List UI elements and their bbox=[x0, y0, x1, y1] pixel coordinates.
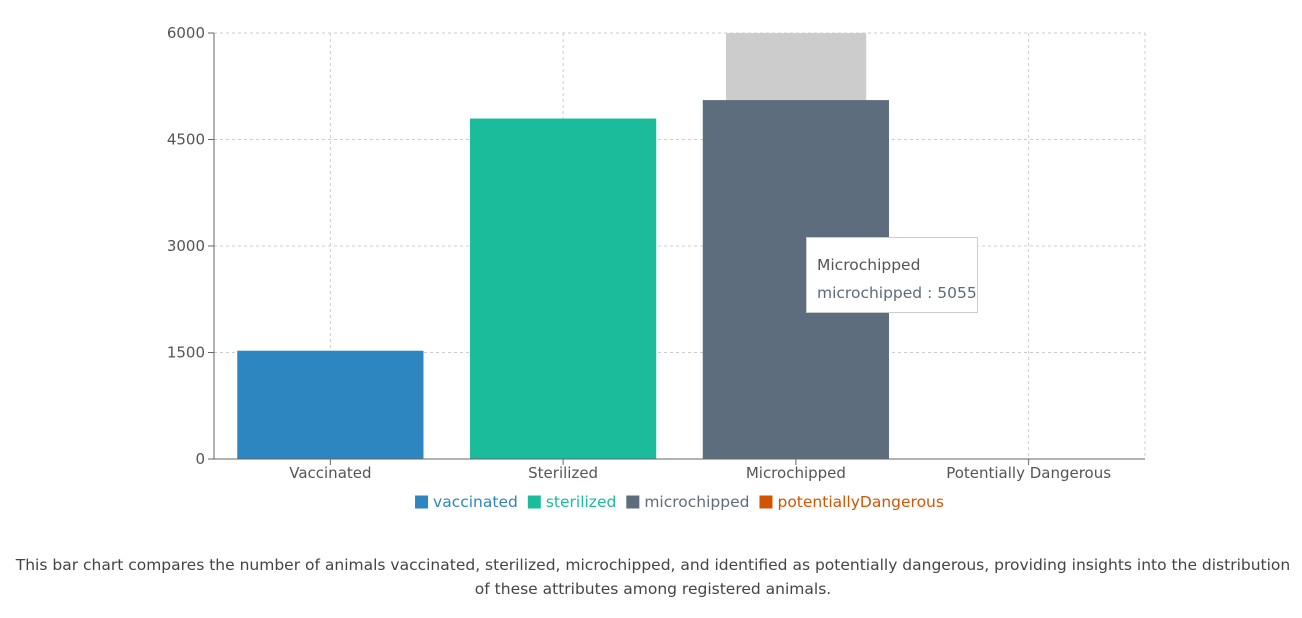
y-tick-label: 4500 bbox=[167, 131, 205, 149]
legend-swatch-potentiallyDangerous bbox=[759, 495, 773, 509]
tooltip-title: Microchipped bbox=[817, 256, 921, 274]
x-tick-label: Vaccinated bbox=[289, 464, 371, 482]
legend-item-vaccinated: vaccinated bbox=[415, 493, 518, 511]
legend-label-potentiallyDangerous: potentiallyDangerous bbox=[777, 493, 943, 511]
y-tick-label: 1500 bbox=[167, 344, 205, 362]
y-tick-label: 0 bbox=[195, 450, 205, 468]
legend-label-sterilized: sterilized bbox=[546, 493, 617, 511]
x-tick-label: Microchipped bbox=[746, 464, 846, 482]
bar-chart: 0 1500 3000 4500 6000 Vaccinated Sterilized Mic… bbox=[167, 24, 1146, 511]
tooltip-series-name: microchipped bbox=[817, 284, 923, 302]
chart-legend: vaccinated sterilized microchipped potentia… bbox=[415, 493, 944, 511]
legend-item-sterilized: sterilized bbox=[527, 493, 617, 511]
legend-label-microchipped: microchipped bbox=[644, 493, 749, 511]
tooltip-value: 5055 bbox=[937, 284, 977, 302]
legend-item-microchipped: microchipped bbox=[626, 493, 749, 511]
legend-item-potentiallyDangerous: potentiallyDangerous bbox=[759, 493, 944, 511]
legend-swatch-sterilized bbox=[527, 495, 541, 509]
legend-label-vaccinated: vaccinated bbox=[433, 493, 518, 511]
legend-swatch-microchipped bbox=[626, 495, 640, 509]
chart-tooltip: Microchipped microchipped : 5055 bbox=[806, 237, 978, 313]
x-tick-label: Potentially Dangerous bbox=[946, 464, 1111, 482]
tooltip-separator: : bbox=[922, 284, 938, 302]
bar-sterilized bbox=[470, 118, 657, 460]
y-tick-label: 3000 bbox=[167, 237, 205, 255]
legend-swatch-vaccinated bbox=[415, 495, 429, 509]
bar-vaccinated bbox=[237, 350, 424, 459]
chart-caption: This bar chart compares the number of an… bbox=[15, 556, 1291, 598]
y-tick-label: 6000 bbox=[167, 24, 205, 42]
tooltip-value-row: microchipped : 5055 bbox=[817, 279, 977, 307]
x-tick-label: Sterilized bbox=[528, 464, 598, 482]
